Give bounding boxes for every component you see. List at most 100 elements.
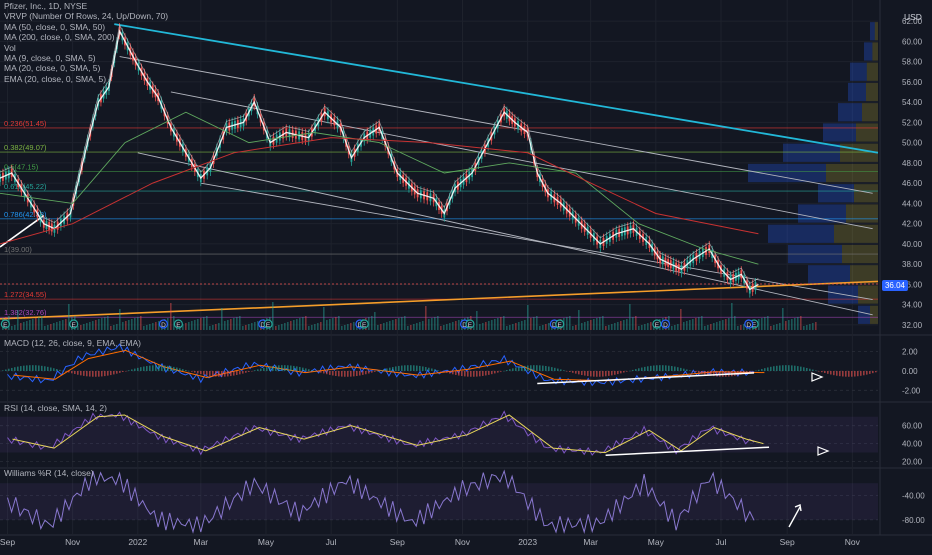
event-marker-label: E	[558, 322, 563, 329]
volume-bar	[203, 317, 205, 330]
macd-histogram-bar	[407, 365, 409, 371]
indicator-ema20[interactable]: EMA (20, close, 0, SMA, 5)	[4, 73, 107, 84]
y-tick-label: 36.00	[902, 280, 923, 289]
last-price-value: 36.04	[884, 281, 906, 290]
volume-bar	[14, 325, 16, 330]
macd-histogram-bar	[389, 367, 391, 371]
macd-histogram-bar	[464, 370, 466, 377]
volume-bar	[680, 309, 682, 330]
volume-bar	[761, 318, 763, 330]
macd-histogram-bar	[662, 365, 664, 371]
macd-histogram-bar	[704, 370, 706, 375]
support-trendline	[0, 280, 879, 320]
macd-histogram-bar	[821, 370, 823, 373]
macd-histogram-bar	[281, 365, 283, 371]
macd-title[interactable]: MACD (12, 26, close, 9, EMA, EMA)	[4, 338, 141, 348]
macd-histogram-bar	[575, 370, 577, 374]
volume-bar	[731, 303, 733, 330]
wr-title[interactable]: Williams %R (14, close)	[4, 468, 94, 478]
macd-histogram-bar	[104, 370, 106, 377]
dividend-marker[interactable]	[158, 319, 169, 329]
macd-histogram-bar	[293, 365, 295, 371]
volume-profile-bar	[854, 184, 878, 203]
earnings-marker[interactable]	[465, 319, 475, 329]
volume-bar	[38, 317, 40, 330]
macd-histogram-bar	[443, 370, 445, 372]
macd-histogram-bar	[347, 370, 349, 377]
volume-bar	[569, 316, 571, 330]
earnings-marker[interactable]	[555, 319, 565, 329]
earnings-marker[interactable]	[69, 319, 79, 329]
volume-bar	[287, 322, 289, 330]
volume-bar	[479, 324, 481, 330]
volume-bar	[329, 319, 331, 330]
volume-bar	[722, 320, 724, 330]
earnings-marker[interactable]	[173, 319, 183, 329]
macd-histogram-bar	[242, 370, 244, 374]
x-tick-label: Nov	[455, 537, 471, 547]
rsi-title[interactable]: RSI (14, close, SMA, 14, 2)	[4, 403, 107, 413]
volume-profile-bar	[858, 285, 878, 304]
macd-histogram-bar	[749, 370, 751, 373]
rsi-arrow-icon	[817, 446, 830, 456]
indicator-vrvp[interactable]: VRVP (Number Of Rows, 24, Up/Down, 70)	[4, 11, 169, 22]
macd-histogram-bar	[437, 370, 439, 371]
volume-bar	[611, 324, 613, 330]
volume-bar	[506, 326, 508, 330]
dividend-marker[interactable]	[744, 319, 754, 329]
indicator-vol[interactable]: Vol	[4, 42, 16, 53]
event-marker-label: D	[663, 322, 668, 329]
volume-bar	[383, 323, 385, 330]
macd-histogram-bar	[350, 370, 352, 377]
macd-histogram-bar	[2, 370, 4, 371]
indicator-ma50[interactable]: MA (50, close, 0, SMA, 50)	[4, 21, 106, 32]
volume-bar	[44, 326, 46, 330]
macd-histogram-bar	[566, 370, 568, 372]
macd-histogram-bar	[692, 370, 694, 372]
earnings-marker[interactable]	[263, 319, 273, 329]
volume-bar	[401, 317, 403, 330]
volume-bar	[245, 325, 247, 330]
volume-bar	[182, 324, 184, 330]
indicator-ma20[interactable]: MA (20, close, 0, SMA, 5)	[4, 63, 101, 74]
macd-histogram-bar	[644, 366, 646, 371]
volume-bar	[191, 321, 193, 330]
volume-bar	[374, 312, 376, 330]
macd-histogram-bar	[278, 365, 280, 371]
macd-histogram-bar	[422, 366, 424, 371]
macd-histogram-bar	[521, 366, 523, 371]
macd-histogram-bar	[359, 370, 361, 376]
macd-histogram-bar	[512, 368, 514, 371]
macd-histogram-bar	[656, 365, 658, 371]
currency-label[interactable]: USD	[904, 12, 922, 22]
macd-histogram-bar	[809, 368, 811, 371]
x-tick-label: Sep	[0, 537, 15, 547]
macd-histogram-bar	[752, 370, 754, 372]
dividend-marker[interactable]	[660, 319, 671, 329]
macd-histogram-bar	[239, 370, 241, 375]
volume-bar	[791, 319, 793, 330]
volume-bar	[644, 324, 646, 330]
volume-bar	[233, 318, 235, 330]
indicator-ma200[interactable]: MA (200, close, 0, SMA, 200)	[4, 32, 115, 43]
indicator-ma9[interactable]: MA (9, close, 0, SMA, 5)	[4, 52, 96, 63]
macd-histogram-bar	[47, 366, 49, 371]
volume-bar	[773, 325, 775, 330]
macd-histogram-bar	[554, 367, 556, 371]
volume-bar	[566, 317, 568, 330]
macd-histogram-bar	[758, 369, 760, 371]
symbol-title[interactable]: Pfizer, Inc., 1D, NYSE	[4, 1, 88, 11]
earnings-marker[interactable]	[359, 319, 369, 329]
volume-bar	[296, 319, 298, 330]
fib-level-label: 0.618(45.22)	[4, 182, 47, 191]
earnings-marker[interactable]	[0, 319, 10, 329]
macd-histogram-bar	[614, 370, 616, 375]
y-tick-label: 50.00	[902, 139, 923, 148]
volume-bar	[197, 319, 199, 330]
macd-histogram-bar	[533, 365, 535, 371]
macd-histogram-bar	[617, 370, 619, 375]
volume-bar	[107, 316, 109, 330]
volume-bar	[545, 324, 547, 330]
